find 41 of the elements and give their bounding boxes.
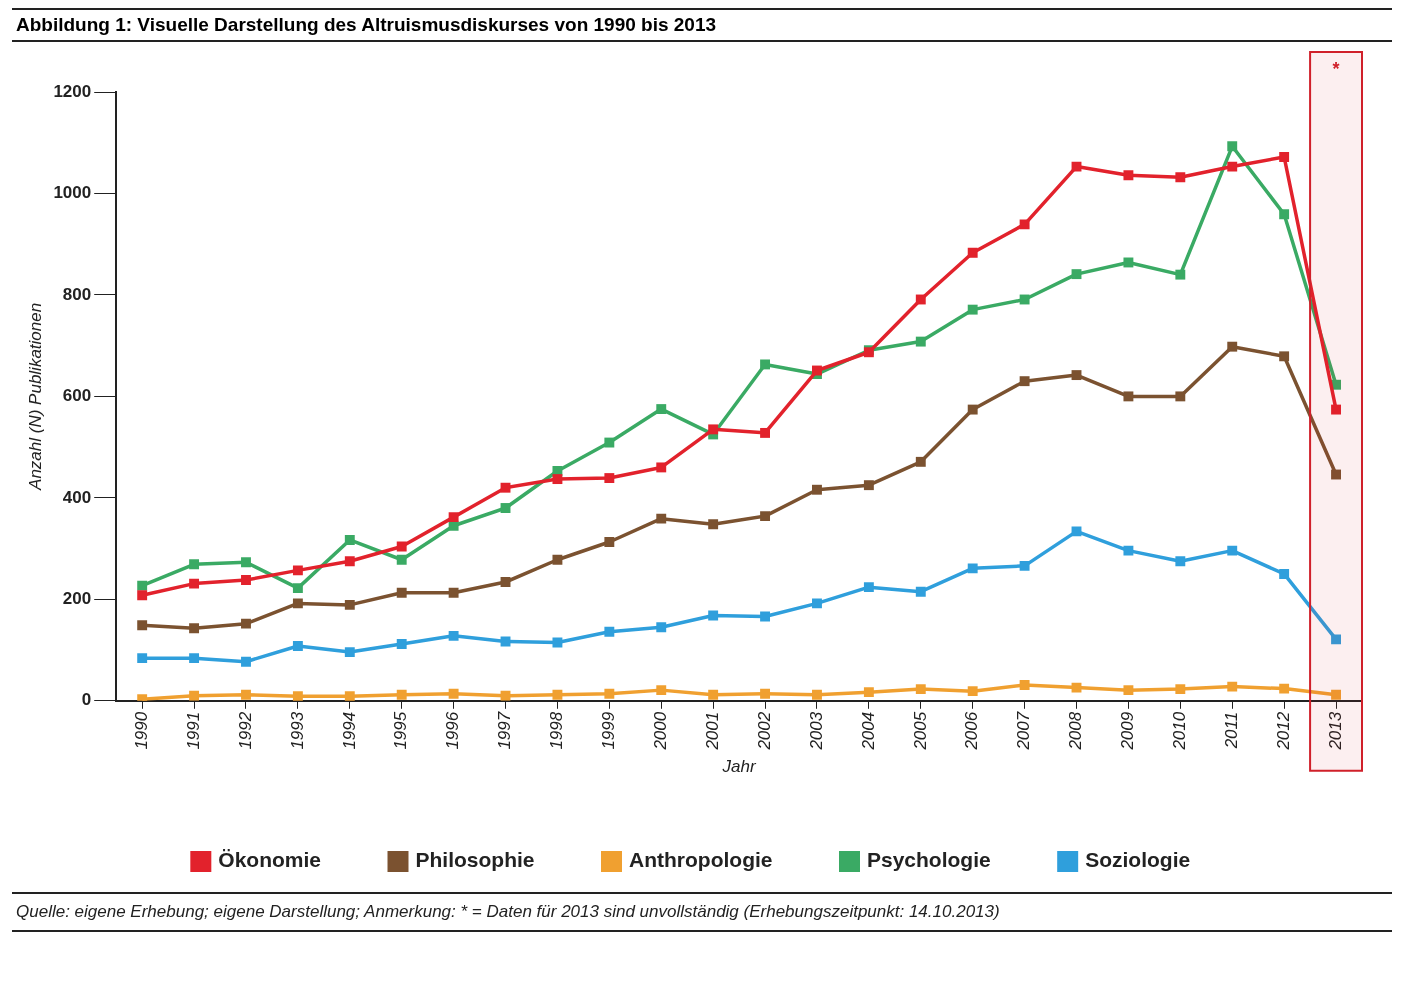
y-tick-label: 400: [62, 487, 92, 507]
source-note: Quelle: eigene Erhebung; eigene Darstellung; Anmerkung: * = Daten für 2013 sind unvollständig (Erhebungszeitpunkt: 14.10.2013): [12, 892, 1392, 932]
x-tick-label: 1995: [391, 711, 411, 750]
x-tick-label: 2001: [702, 711, 722, 751]
x-tick-label: 1996: [443, 711, 463, 750]
y-tick-label: 1000: [53, 183, 92, 203]
y-tick-label: 1200: [53, 81, 92, 101]
x-tick-label: 1994: [339, 711, 359, 750]
x-tick-label: 2012: [1273, 711, 1293, 751]
legend-label: Anthropologie: [629, 848, 773, 872]
legend-label: Psychologie: [866, 848, 991, 872]
x-tick-label: 2008: [1066, 711, 1086, 751]
x-tick-label: 2005: [910, 711, 930, 751]
legend-label: Soziologie: [1085, 848, 1191, 872]
chart-title: Abbildung 1: Visuelle Darstellung des Altruismusdiskurses von 1990 bis 2013: [12, 8, 1392, 42]
x-tick-label: 1997: [495, 711, 515, 750]
x-tick-label: 1991: [183, 711, 203, 750]
x-tick-label: 2000: [650, 711, 670, 751]
y-tick-label: 800: [62, 284, 92, 304]
x-tick-label: 1993: [287, 711, 307, 750]
x-tick-label: 2010: [1170, 711, 1190, 751]
y-tick-label: 0: [81, 690, 92, 710]
x-tick-label: 2009: [1118, 711, 1138, 751]
x-tick-label: 2004: [858, 711, 878, 751]
y-axis-title: Anzahl (N) Publikationen: [25, 302, 45, 491]
x-tick-label: 1998: [547, 711, 567, 750]
y-tick-label: 600: [62, 386, 92, 406]
x-tick-label: 1999: [599, 711, 619, 750]
band-label: *: [1332, 58, 1340, 79]
legend-label: Ökonomie: [218, 848, 321, 872]
legend-label: Philosophie: [415, 848, 535, 872]
x-tick-label: 2007: [1014, 711, 1034, 751]
x-tick-label: 1992: [235, 711, 255, 750]
x-tick-label: 2011: [1221, 711, 1241, 750]
y-tick-label: 200: [62, 589, 92, 609]
x-tick-label: 2006: [962, 711, 982, 751]
x-tick-label: 1990: [131, 711, 151, 750]
x-axis-title: Jahr: [721, 756, 757, 776]
x-tick-label: 2003: [806, 711, 826, 751]
x-tick-label: 2013: [1325, 711, 1345, 751]
x-tick-label: 2002: [754, 711, 774, 751]
